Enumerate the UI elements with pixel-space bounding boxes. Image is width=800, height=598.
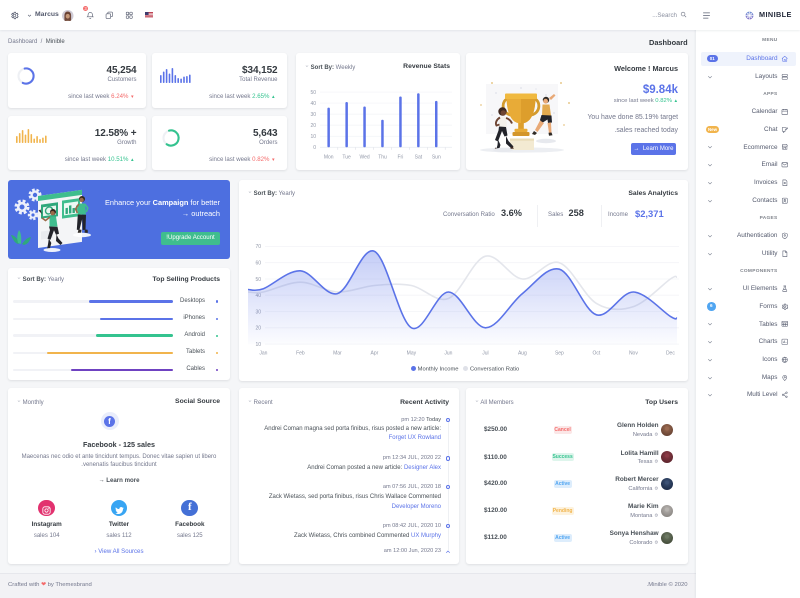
svg-text:Fri: Fri bbox=[397, 154, 403, 160]
svg-text:10: 10 bbox=[310, 134, 316, 140]
svg-text:Feb: Feb bbox=[296, 350, 305, 356]
svg-text:Sun: Sun bbox=[432, 154, 441, 160]
svg-text:50: 50 bbox=[255, 276, 261, 282]
svg-text:0: 0 bbox=[313, 145, 316, 151]
svg-text:50: 50 bbox=[310, 89, 316, 95]
svg-text:40: 40 bbox=[310, 100, 316, 106]
svg-text:10: 10 bbox=[255, 341, 261, 347]
svg-text:Oct: Oct bbox=[593, 350, 601, 356]
svg-text:Dec: Dec bbox=[666, 350, 675, 356]
svg-text:Jan: Jan bbox=[259, 350, 267, 356]
svg-text:30: 30 bbox=[310, 112, 316, 118]
svg-text:Jun: Jun bbox=[444, 350, 452, 356]
svg-text:Jul: Jul bbox=[482, 350, 488, 356]
svg-text:Apr: Apr bbox=[371, 350, 379, 356]
svg-text:Mon: Mon bbox=[324, 154, 334, 160]
svg-text:70: 70 bbox=[255, 244, 261, 250]
svg-text:60: 60 bbox=[255, 260, 261, 266]
svg-text:Wed: Wed bbox=[359, 154, 369, 160]
svg-text:Tue: Tue bbox=[342, 154, 351, 160]
svg-text:Thu: Thu bbox=[378, 154, 387, 160]
svg-text:Nov: Nov bbox=[629, 350, 638, 356]
svg-text:Mar: Mar bbox=[333, 350, 342, 356]
svg-text:Sat: Sat bbox=[415, 154, 423, 160]
svg-text:Sep: Sep bbox=[555, 350, 564, 356]
svg-text:May: May bbox=[407, 350, 417, 356]
svg-text:20: 20 bbox=[310, 123, 316, 129]
svg-text:Aug: Aug bbox=[518, 350, 527, 356]
